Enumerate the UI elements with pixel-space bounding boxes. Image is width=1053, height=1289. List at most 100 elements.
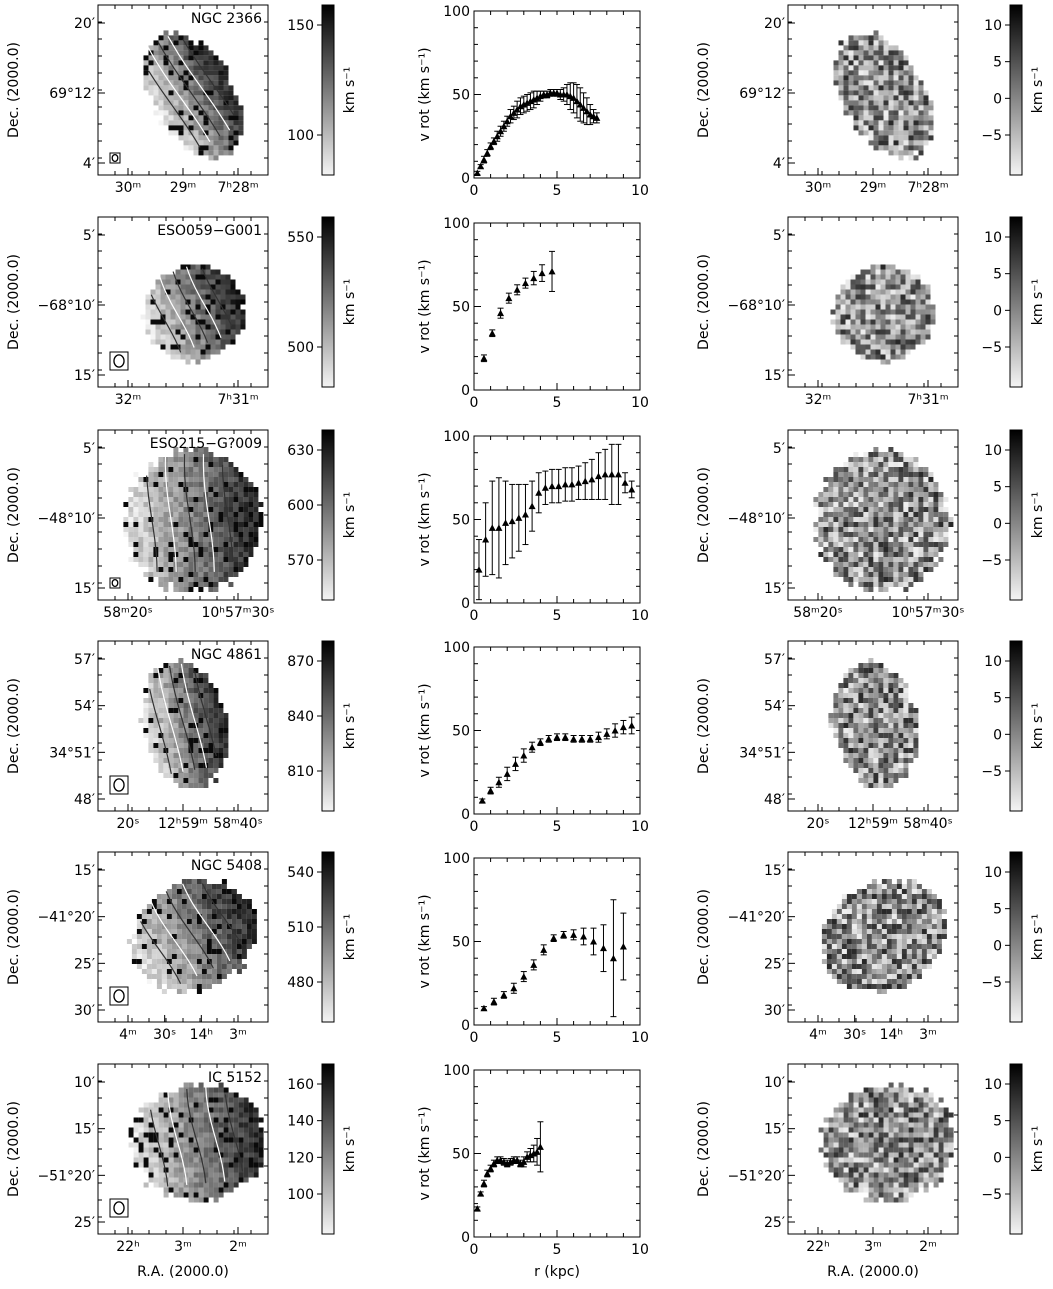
field-pixel (221, 884, 227, 889)
field-pixel (823, 532, 829, 537)
field-pixel (168, 110, 174, 116)
field-pixel (138, 507, 144, 512)
field-pixel (206, 914, 212, 919)
field-pixel (923, 512, 929, 517)
field-pixel (898, 683, 904, 688)
field-pixel (193, 693, 199, 698)
field-pixel (913, 507, 919, 512)
field-pixel (868, 50, 874, 56)
field-pixel (890, 329, 896, 335)
field-pixel (153, 683, 159, 688)
field-pixel (878, 703, 884, 708)
field-pixel (166, 984, 172, 989)
field-pixel (163, 567, 169, 572)
field-pixel (203, 487, 209, 492)
field-pixel (178, 748, 184, 753)
field-pixel (181, 974, 187, 979)
field-pixel (923, 90, 929, 96)
field-pixel (853, 477, 859, 482)
field-pixel (188, 778, 194, 783)
field-pixel (895, 324, 901, 330)
field-pixel (928, 105, 934, 111)
residual-field (833, 30, 934, 161)
field-pixel (923, 532, 929, 537)
field-pixel (843, 577, 849, 582)
field-pixel (173, 512, 179, 517)
field-pixel (858, 462, 864, 467)
field-pixel (910, 304, 916, 310)
field-pixel (918, 472, 924, 477)
field-pixel (868, 718, 874, 723)
field-pixel (843, 708, 849, 713)
field-pixel (823, 492, 829, 497)
field-pixel (151, 964, 157, 969)
field-pixel (855, 319, 861, 325)
field-pixel (143, 698, 149, 703)
field-pixel (228, 527, 234, 532)
field-pixel (828, 487, 834, 492)
field-pixel (145, 304, 151, 310)
field-pixel (148, 532, 154, 537)
data-point (508, 517, 516, 525)
field-pixel (188, 773, 194, 778)
field-pixel (928, 492, 934, 497)
field-pixel (206, 934, 212, 939)
field-pixel (206, 924, 212, 929)
field-pixel (156, 929, 162, 934)
field-pixel (150, 339, 156, 345)
field-pixel (170, 279, 176, 285)
field-pixel (875, 279, 881, 285)
field-pixel (883, 115, 889, 121)
field-pixel (818, 537, 824, 542)
field-pixel (178, 45, 184, 51)
isovelocity-contour (140, 920, 182, 984)
field-pixel (863, 688, 869, 693)
field-pixel (146, 954, 152, 959)
field-pixel (878, 492, 884, 497)
field-pixel (196, 959, 202, 964)
data-point (475, 566, 483, 573)
field-pixel (856, 894, 862, 899)
residual-dec-axis-label: Dec. (2000.0) (696, 678, 712, 774)
field-pixel (858, 723, 864, 728)
field-pixel (171, 904, 177, 909)
field-pixel (206, 919, 212, 924)
field-pixel (858, 472, 864, 477)
field-pixel (188, 733, 194, 738)
field-pixel (220, 279, 226, 285)
field-pixel (868, 668, 874, 673)
field-pixel (238, 120, 244, 126)
field-pixel (253, 502, 259, 507)
field-pixel (178, 60, 184, 66)
field-pixel (903, 55, 909, 61)
field-pixel (148, 683, 154, 688)
field-pixel (181, 944, 187, 949)
field-pixel (198, 703, 204, 708)
field-pixel (251, 939, 257, 944)
field-pixel (930, 309, 936, 315)
field-pixel (898, 733, 904, 738)
field-pixel (888, 512, 894, 517)
field-pixel (181, 889, 187, 894)
field-pixel (848, 90, 854, 96)
field-pixel (858, 703, 864, 708)
field-pixel (148, 738, 154, 743)
rc-ytick-label: 50 (452, 88, 470, 104)
field-pixel (208, 140, 214, 146)
field-pixel (133, 557, 139, 562)
field-pixel (880, 279, 886, 285)
field-pixel (878, 115, 884, 121)
field-pixel (193, 783, 199, 788)
field-pixel (905, 329, 911, 335)
colorbar-unit-label: km s⁻¹ (342, 914, 358, 961)
field-pixel (888, 718, 894, 723)
field-pixel (943, 522, 949, 527)
field-pixel (203, 683, 209, 688)
field-pixel (898, 105, 904, 111)
field-pixel (918, 547, 924, 552)
field-pixel (158, 457, 164, 462)
field-pixel (870, 269, 876, 275)
field-pixel (223, 497, 229, 502)
field-pixel (923, 115, 929, 121)
field-pixel (218, 110, 224, 116)
